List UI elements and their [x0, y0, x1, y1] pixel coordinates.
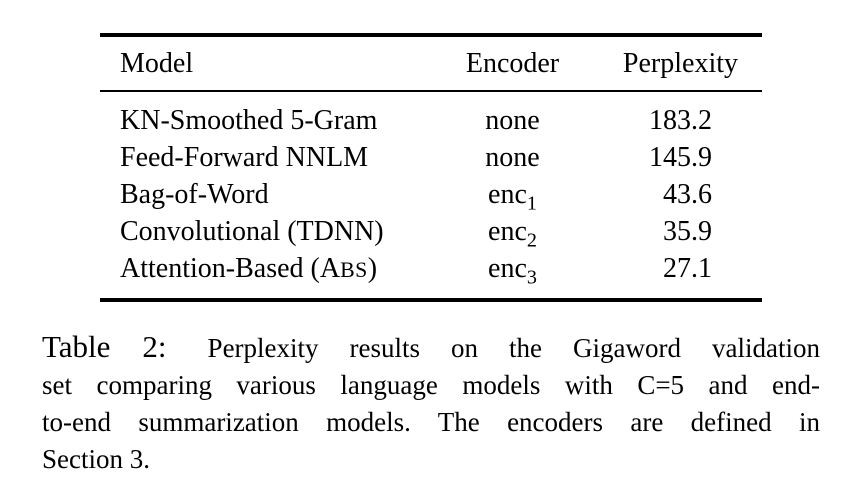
caption-line: set comparing various language models wi… [42, 370, 820, 400]
encoder-name-text: none [485, 142, 540, 173]
encoder-cell: enc1 [430, 177, 595, 215]
table-row: Feed-Forward NNLM none 145.9 [100, 140, 762, 177]
encoder-subscript: 3 [526, 266, 537, 289]
caption-label: Table 2: [42, 329, 167, 364]
caption-line: Section 3. [42, 444, 150, 474]
encoder-name-text: enc [488, 253, 527, 284]
model-name-text: Attention-Based (A [120, 253, 341, 284]
table-bottom-rule [100, 298, 762, 302]
table-row: Attention-Based (ABS) enc3 27.1 [100, 251, 762, 288]
encoder-subscript: 1 [526, 192, 537, 215]
table-header-row: Model Encoder Perplexity [100, 37, 762, 90]
perplexity-value: 183.2 [649, 105, 712, 136]
table-row: Convolutional (TDNN) enc2 35.9 [100, 214, 762, 251]
caption-text: Perplexity results on the Gigaword valid… [207, 333, 821, 363]
model-name-smallcaps: BS [340, 258, 368, 282]
table-row: Bag-of-Word enc1 43.6 [100, 177, 762, 214]
caption-line: Table 2: Perplexity results on the Gigaw… [42, 328, 820, 367]
encoder-name-text: enc [488, 179, 527, 210]
perplexity-value: 145.9 [649, 142, 712, 173]
table-top-rule [100, 33, 762, 37]
model-cell: Attention-Based (ABS) [100, 251, 430, 288]
column-header-encoder: Encoder [465, 47, 560, 79]
table-row: KN-Smoothed 5-Gram none 183.2 [100, 103, 762, 140]
perplexity-value: 35.9 [663, 216, 712, 247]
model-cell: Bag-of-Word [100, 177, 430, 214]
model-name-text: Bag-of-Word [120, 179, 269, 210]
table-mid-rule [100, 90, 762, 92]
perplexity-value: 43.6 [663, 179, 712, 210]
encoder-cell: none [430, 103, 595, 138]
encoder-cell: enc2 [430, 214, 595, 252]
encoder-name-text: none [485, 105, 540, 136]
caption-line: to-end summarization models. The encoder… [42, 407, 820, 437]
column-header-model: Model [120, 47, 194, 79]
model-name-text: Convolutional (TDNN) [120, 216, 384, 247]
model-cell: KN-Smoothed 5-Gram [100, 103, 430, 140]
encoder-cell: enc3 [430, 251, 595, 289]
perplexity-value: 27.1 [663, 253, 712, 284]
encoder-subscript: 2 [526, 229, 537, 252]
model-cell: Convolutional (TDNN) [100, 214, 430, 251]
model-name-text: KN-Smoothed 5-Gram [120, 105, 378, 136]
column-header-perplexity: Perplexity [622, 47, 738, 79]
encoder-name-text: enc [488, 216, 527, 247]
perplexity-results-table: Model Encoder Perplexity KN-Smoothed 5-G… [100, 33, 762, 302]
encoder-cell: none [430, 140, 595, 175]
table-caption: Table 2: Perplexity results on the Gigaw… [42, 328, 820, 478]
table-body: KN-Smoothed 5-Gram none 183.2 Feed-Forwa… [100, 92, 762, 298]
model-cell: Feed-Forward NNLM [100, 140, 430, 177]
model-name-text: Feed-Forward NNLM [120, 142, 369, 173]
model-name-suffix: ) [367, 253, 378, 284]
